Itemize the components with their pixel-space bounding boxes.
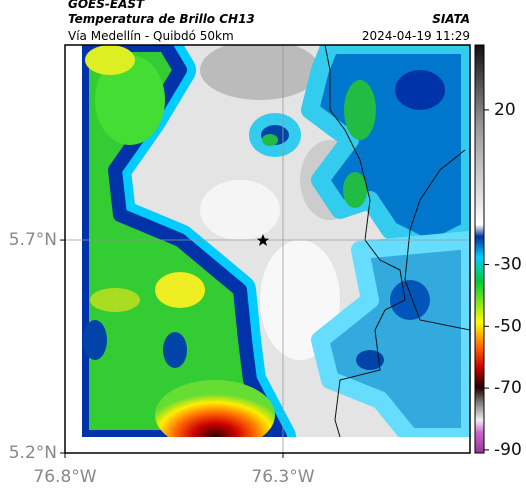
location-marker (257, 234, 269, 246)
y-tick-label: 5.2°N (9, 443, 57, 463)
colorbar-tick-label: -30 (494, 254, 522, 274)
colorbar-tick-label: 20 (494, 100, 516, 120)
y-tick-label: 5.7°N (9, 230, 57, 250)
colorbar (474, 44, 485, 454)
x-tick-label: 76.3°W (251, 467, 314, 487)
colorbar-tick-label: -70 (494, 378, 522, 398)
map-frame (64, 44, 471, 454)
x-tick-label: 76.8°W (33, 467, 96, 487)
subtitle: Temperatura de Brillo CH13 (68, 12, 255, 26)
timestamp: 2024-04-19 11:29 (362, 29, 470, 43)
colorbar-tick-label: -90 (494, 440, 522, 460)
route: Vía Medellín - Quibdó 50km (68, 29, 234, 43)
colorbar-tick-label: -50 (494, 316, 522, 336)
source: SIATA (432, 12, 470, 26)
satellite-image (82, 45, 470, 437)
title: GOES-EAST (68, 0, 145, 11)
